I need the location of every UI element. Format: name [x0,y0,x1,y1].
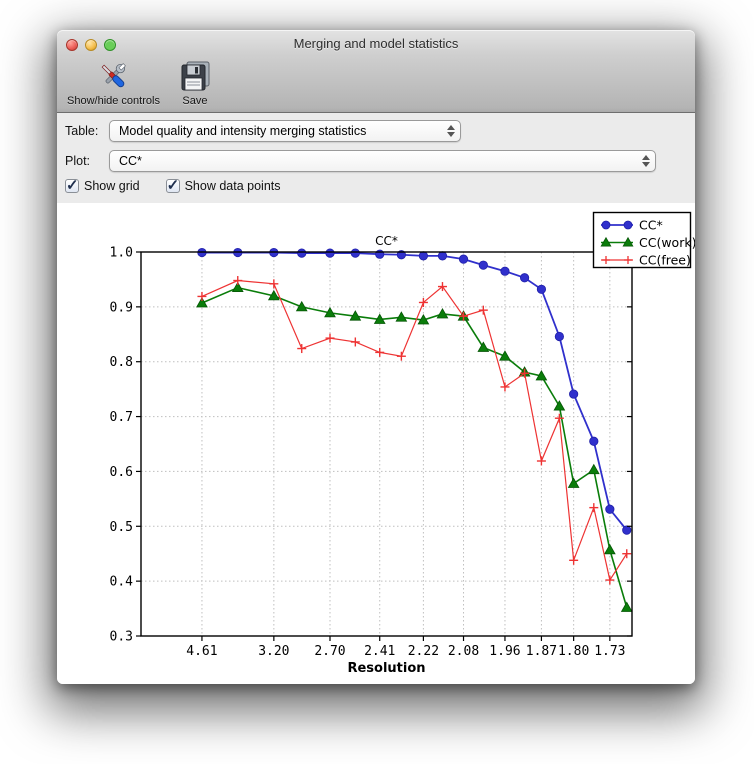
series-CC(work) [196,281,633,612]
chart: 1.0 0.9 0.8 0.7 0.6 0.5 0.4 0.3 4.61 3.20 2.70 2.41… [110,211,695,676]
show-data-points-label: Show data points [184,179,281,193]
save-button[interactable]: Save [178,59,212,107]
show-grid-checkbox[interactable] [65,176,79,194]
svg-text:0.4: 0.4 [110,575,134,590]
save-label: Save [182,95,208,107]
svg-text:Resolution: Resolution [347,661,425,676]
svg-text:1.87: 1.87 [526,644,557,659]
stepper-arrows-icon [642,151,650,171]
svg-text:3.20: 3.20 [258,644,289,659]
svg-text:0.7: 0.7 [110,410,133,425]
titlebar: Merging and model statistics [57,30,695,58]
checkbox-row: Show grid Show data points [65,176,281,194]
svg-text:CC(work): CC(work) [639,235,695,250]
traffic-lights [66,39,116,51]
svg-text:CC*: CC* [375,234,398,248]
table-label: Table: [65,124,99,138]
svg-text:0.6: 0.6 [110,465,133,480]
window-header: Merging and model statistics [57,30,695,113]
plot-label: Plot: [65,154,91,168]
svg-text:2.22: 2.22 [408,644,439,659]
svg-text:0.9: 0.9 [110,300,133,315]
stepper-arrows-icon [447,121,455,141]
svg-text:CC(free): CC(free) [639,253,691,268]
series-CC* [197,247,632,535]
axis-ticks-labels: 1.0 0.9 0.8 0.7 0.6 0.5 0.4 0.3 4.61 3.20 2.70 2.41… [110,246,632,659]
svg-text:0.5: 0.5 [110,520,133,535]
tools-icon [102,63,127,88]
minimize-button[interactable] [85,39,97,51]
show-hide-controls-button[interactable]: Show/hide controls [67,59,160,107]
table-select[interactable]: Model quality and intensity merging stat… [109,120,461,142]
svg-text:CC*: CC* [639,218,663,233]
svg-text:1.80: 1.80 [558,644,589,659]
window-title: Merging and model statistics [293,36,459,51]
plot-row: Plot: CC* [65,150,656,172]
chart-legend: CC* CC(work) CC(free) [592,211,695,269]
svg-text:0.8: 0.8 [110,355,133,370]
table-row: Table: Model quality and intensity mergi… [65,120,461,142]
svg-text:2.41: 2.41 [364,644,395,659]
plot-select-value: CC* [119,154,142,168]
controls-panel: Table: Model quality and intensity mergi… [57,113,695,203]
show-grid-label: Show grid [84,179,140,193]
svg-text:1.96: 1.96 [489,644,520,659]
toolbar: Show/hide controls Save [67,59,212,107]
floppy-disk-icon [181,61,210,91]
svg-text:0.3: 0.3 [110,630,133,645]
axes-frame [140,251,633,637]
series-CC(free) [197,276,632,585]
app-window: Merging and model statistics [57,30,695,684]
show-data-points-checkbox[interactable] [165,176,180,194]
close-button[interactable] [66,39,78,51]
zoom-button[interactable] [104,39,116,51]
svg-text:1.73: 1.73 [594,644,625,659]
svg-text:4.61: 4.61 [186,644,217,659]
table-select-value: Model quality and intensity merging stat… [119,124,367,138]
show-hide-controls-label: Show/hide controls [67,95,160,107]
svg-text:1.0: 1.0 [110,246,133,261]
grid-lines [141,251,632,637]
svg-text:2.70: 2.70 [314,644,345,659]
svg-text:2.08: 2.08 [448,644,479,659]
chart-titles: CC* Resolution [347,234,425,676]
plot-select[interactable]: CC* [109,150,656,172]
plot-canvas: 1.0 0.9 0.8 0.7 0.6 0.5 0.4 0.3 4.61 3.20 2.70 2.41… [57,203,695,684]
